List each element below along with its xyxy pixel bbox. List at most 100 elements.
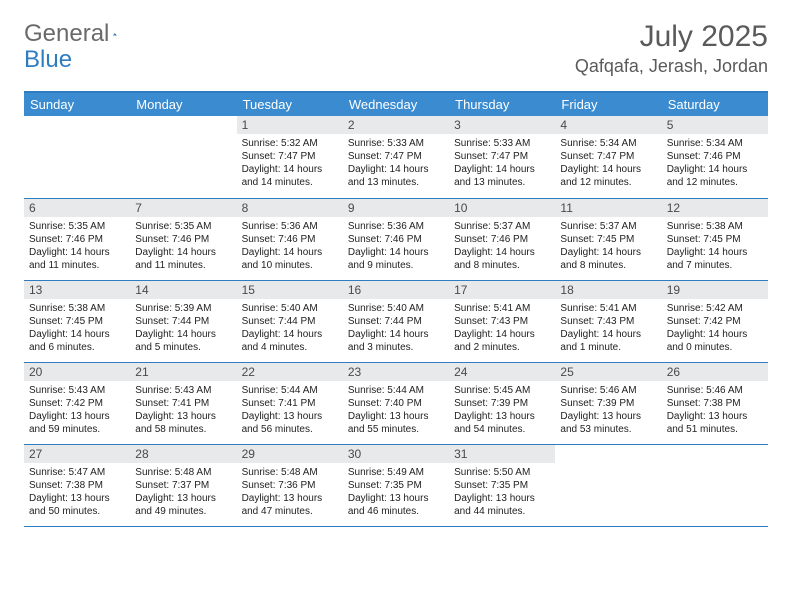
day-number: 11 <box>555 199 661 217</box>
calendar-day-cell: 5Sunrise: 5:34 AMSunset: 7:46 PMDaylight… <box>662 116 768 198</box>
day-number: 10 <box>449 199 555 217</box>
sunrise-line: Sunrise: 5:46 AM <box>667 384 763 397</box>
sunset-line: Sunset: 7:46 PM <box>135 233 231 246</box>
daylight-line: Daylight: 13 hours and 59 minutes. <box>29 410 125 436</box>
sunrise-line: Sunrise: 5:32 AM <box>242 137 338 150</box>
sunrise-line: Sunrise: 5:47 AM <box>29 466 125 479</box>
sunrise-line: Sunrise: 5:39 AM <box>135 302 231 315</box>
daylight-line: Daylight: 14 hours and 13 minutes. <box>348 163 444 189</box>
calendar-day-cell: 3Sunrise: 5:33 AMSunset: 7:47 PMDaylight… <box>449 116 555 198</box>
daylight-line: Daylight: 14 hours and 12 minutes. <box>560 163 656 189</box>
day-number: 22 <box>237 363 343 381</box>
day-number: 1 <box>237 116 343 134</box>
sunset-line: Sunset: 7:46 PM <box>242 233 338 246</box>
sunset-line: Sunset: 7:46 PM <box>667 150 763 163</box>
calendar-day-cell: 11Sunrise: 5:37 AMSunset: 7:45 PMDayligh… <box>555 198 661 280</box>
day-details: Sunrise: 5:39 AMSunset: 7:44 PMDaylight:… <box>130 299 236 359</box>
logo-text-general: General <box>24 20 109 48</box>
sunrise-line: Sunrise: 5:40 AM <box>242 302 338 315</box>
day-details: Sunrise: 5:43 AMSunset: 7:41 PMDaylight:… <box>130 381 236 441</box>
daylight-line: Daylight: 13 hours and 47 minutes. <box>242 492 338 518</box>
sunrise-line: Sunrise: 5:46 AM <box>560 384 656 397</box>
day-number: 21 <box>130 363 236 381</box>
calendar-day-cell: 23Sunrise: 5:44 AMSunset: 7:40 PMDayligh… <box>343 362 449 444</box>
day-number: 28 <box>130 445 236 463</box>
sunrise-line: Sunrise: 5:37 AM <box>454 220 550 233</box>
sunset-line: Sunset: 7:43 PM <box>454 315 550 328</box>
sunset-line: Sunset: 7:47 PM <box>242 150 338 163</box>
weekday-header-row: Sunday Monday Tuesday Wednesday Thursday… <box>24 92 768 116</box>
daylight-line: Daylight: 14 hours and 3 minutes. <box>348 328 444 354</box>
day-number: 31 <box>449 445 555 463</box>
sunrise-line: Sunrise: 5:41 AM <box>454 302 550 315</box>
day-details: Sunrise: 5:48 AMSunset: 7:37 PMDaylight:… <box>130 463 236 523</box>
calendar-week-row: 6Sunrise: 5:35 AMSunset: 7:46 PMDaylight… <box>24 198 768 280</box>
day-number: 18 <box>555 281 661 299</box>
day-number: 5 <box>662 116 768 134</box>
calendar-day-cell: 26Sunrise: 5:46 AMSunset: 7:38 PMDayligh… <box>662 362 768 444</box>
calendar-day-cell: 19Sunrise: 5:42 AMSunset: 7:42 PMDayligh… <box>662 280 768 362</box>
sunrise-line: Sunrise: 5:35 AM <box>135 220 231 233</box>
calendar-day-cell: .. <box>662 444 768 526</box>
calendar-day-cell: 24Sunrise: 5:45 AMSunset: 7:39 PMDayligh… <box>449 362 555 444</box>
daylight-line: Daylight: 14 hours and 8 minutes. <box>454 246 550 272</box>
day-details: Sunrise: 5:45 AMSunset: 7:39 PMDaylight:… <box>449 381 555 441</box>
calendar-week-row: 20Sunrise: 5:43 AMSunset: 7:42 PMDayligh… <box>24 362 768 444</box>
weekday-header: Sunday <box>24 92 130 116</box>
day-number: 7 <box>130 199 236 217</box>
day-details: Sunrise: 5:49 AMSunset: 7:35 PMDaylight:… <box>343 463 449 523</box>
sunrise-line: Sunrise: 5:33 AM <box>454 137 550 150</box>
sunset-line: Sunset: 7:39 PM <box>560 397 656 410</box>
daylight-line: Daylight: 13 hours and 49 minutes. <box>135 492 231 518</box>
day-details: Sunrise: 5:47 AMSunset: 7:38 PMDaylight:… <box>24 463 130 523</box>
day-number: 30 <box>343 445 449 463</box>
day-number: 13 <box>24 281 130 299</box>
sunrise-line: Sunrise: 5:42 AM <box>667 302 763 315</box>
title-block: July 2025 Qafqafa, Jerash, Jordan <box>575 20 768 77</box>
month-title: July 2025 <box>575 20 768 54</box>
day-number: 6 <box>24 199 130 217</box>
day-details: Sunrise: 5:43 AMSunset: 7:42 PMDaylight:… <box>24 381 130 441</box>
calendar-day-cell: 15Sunrise: 5:40 AMSunset: 7:44 PMDayligh… <box>237 280 343 362</box>
daylight-line: Daylight: 14 hours and 12 minutes. <box>667 163 763 189</box>
calendar-week-row: ....1Sunrise: 5:32 AMSunset: 7:47 PMDayl… <box>24 116 768 198</box>
day-number: 9 <box>343 199 449 217</box>
day-details: Sunrise: 5:40 AMSunset: 7:44 PMDaylight:… <box>237 299 343 359</box>
daylight-line: Daylight: 13 hours and 54 minutes. <box>454 410 550 436</box>
day-details: Sunrise: 5:35 AMSunset: 7:46 PMDaylight:… <box>130 217 236 277</box>
calendar-day-cell: 21Sunrise: 5:43 AMSunset: 7:41 PMDayligh… <box>130 362 236 444</box>
daylight-line: Daylight: 14 hours and 9 minutes. <box>348 246 444 272</box>
sunrise-line: Sunrise: 5:33 AM <box>348 137 444 150</box>
sunset-line: Sunset: 7:45 PM <box>667 233 763 246</box>
day-details: Sunrise: 5:34 AMSunset: 7:46 PMDaylight:… <box>662 134 768 194</box>
weekday-header: Friday <box>555 92 661 116</box>
sunrise-line: Sunrise: 5:49 AM <box>348 466 444 479</box>
day-details: Sunrise: 5:44 AMSunset: 7:40 PMDaylight:… <box>343 381 449 441</box>
daylight-line: Daylight: 13 hours and 53 minutes. <box>560 410 656 436</box>
day-number: 16 <box>343 281 449 299</box>
day-number: 8 <box>237 199 343 217</box>
sunrise-line: Sunrise: 5:45 AM <box>454 384 550 397</box>
day-details: Sunrise: 5:40 AMSunset: 7:44 PMDaylight:… <box>343 299 449 359</box>
weekday-header: Monday <box>130 92 236 116</box>
calendar-day-cell: 30Sunrise: 5:49 AMSunset: 7:35 PMDayligh… <box>343 444 449 526</box>
day-details: Sunrise: 5:48 AMSunset: 7:36 PMDaylight:… <box>237 463 343 523</box>
calendar-day-cell: .. <box>130 116 236 198</box>
daylight-line: Daylight: 13 hours and 51 minutes. <box>667 410 763 436</box>
daylight-line: Daylight: 14 hours and 11 minutes. <box>29 246 125 272</box>
day-details: Sunrise: 5:32 AMSunset: 7:47 PMDaylight:… <box>237 134 343 194</box>
calendar-day-cell: 7Sunrise: 5:35 AMSunset: 7:46 PMDaylight… <box>130 198 236 280</box>
daylight-line: Daylight: 14 hours and 10 minutes. <box>242 246 338 272</box>
day-details: Sunrise: 5:46 AMSunset: 7:39 PMDaylight:… <box>555 381 661 441</box>
calendar-day-cell: 25Sunrise: 5:46 AMSunset: 7:39 PMDayligh… <box>555 362 661 444</box>
calendar-day-cell: 2Sunrise: 5:33 AMSunset: 7:47 PMDaylight… <box>343 116 449 198</box>
day-number: 24 <box>449 363 555 381</box>
calendar-day-cell: 28Sunrise: 5:48 AMSunset: 7:37 PMDayligh… <box>130 444 236 526</box>
day-details: Sunrise: 5:44 AMSunset: 7:41 PMDaylight:… <box>237 381 343 441</box>
day-details: Sunrise: 5:34 AMSunset: 7:47 PMDaylight:… <box>555 134 661 194</box>
sunrise-line: Sunrise: 5:41 AM <box>560 302 656 315</box>
daylight-line: Daylight: 13 hours and 58 minutes. <box>135 410 231 436</box>
sunset-line: Sunset: 7:35 PM <box>454 479 550 492</box>
daylight-line: Daylight: 13 hours and 56 minutes. <box>242 410 338 436</box>
calendar-table: Sunday Monday Tuesday Wednesday Thursday… <box>24 91 768 527</box>
